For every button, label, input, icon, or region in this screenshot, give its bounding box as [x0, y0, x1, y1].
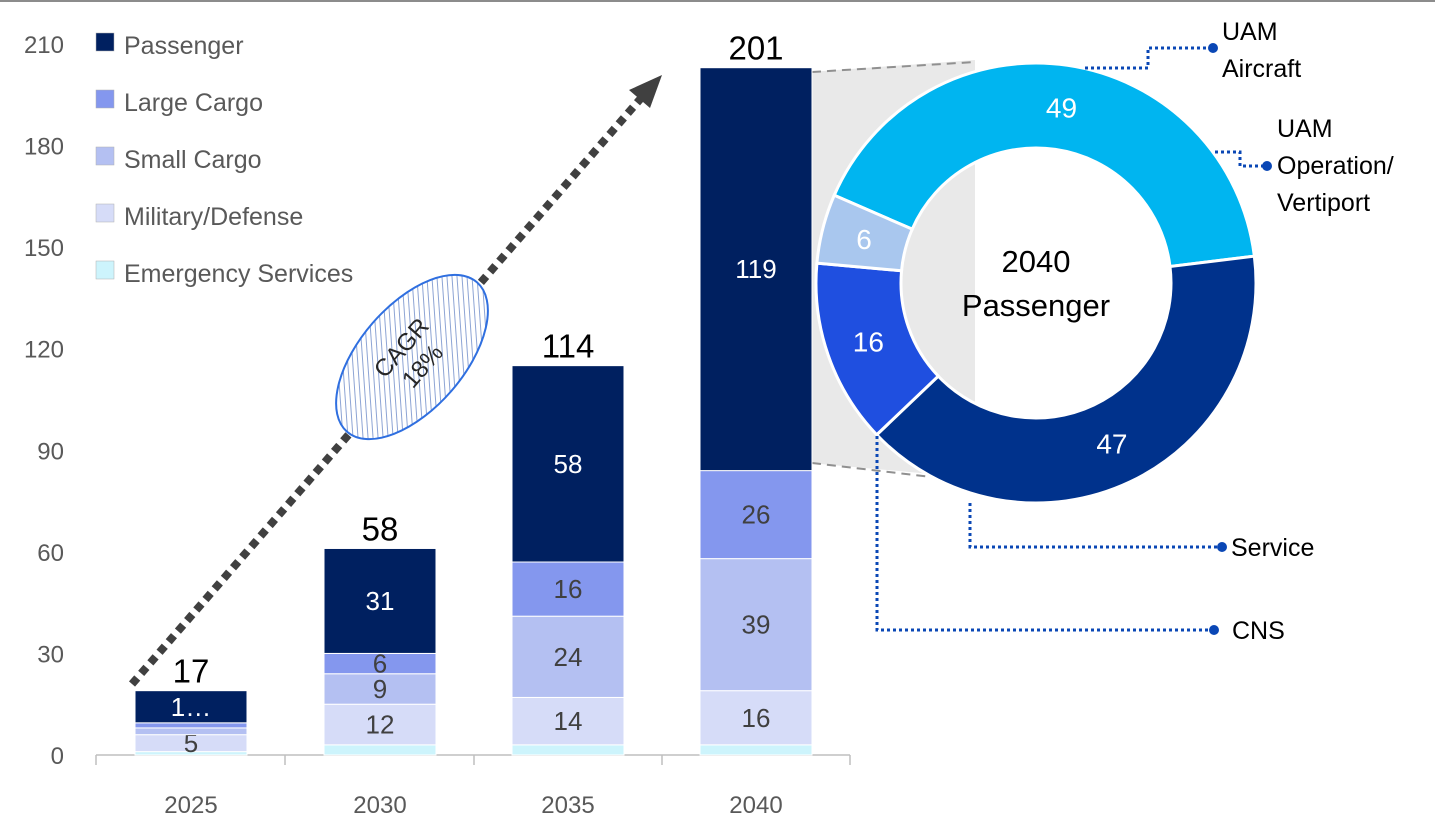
- y-tick-label: 90: [37, 438, 64, 465]
- bar-label-passenger-2025: 1…: [171, 692, 211, 722]
- legend-label-small-cargo: Small Cargo: [124, 146, 262, 174]
- bar-label-passenger-2035: 58: [554, 449, 583, 479]
- callout-service: Service: [1231, 534, 1314, 562]
- donut-slice-cns: [815, 193, 915, 273]
- donut-slice-uam-aircraft: [832, 61, 1257, 269]
- bar-segment-large-cargo-2035: [511, 561, 625, 617]
- legend-swatch-small-cargo: [95, 146, 115, 166]
- bar-segment-small-cargo-2030: [323, 673, 437, 705]
- callout-dot-service: [1217, 542, 1227, 552]
- legend-swatch-large-cargo: [95, 89, 115, 109]
- callout-dot-aircraft: [1208, 43, 1218, 53]
- y-tick-label: 180: [24, 134, 64, 161]
- callout-line-aircraft: [1085, 46, 1213, 70]
- y-tick-label: 0: [51, 743, 64, 770]
- bar-segment-large-cargo-2025: [134, 722, 248, 729]
- bar-label-military-defense-2040: 16: [742, 703, 771, 733]
- callout-aircraft-line2: Aircraft: [1222, 55, 1301, 83]
- callout-cns: CNS: [1232, 617, 1285, 645]
- bar-label-military-defense-2025: 5: [184, 728, 198, 758]
- callout-aircraft-line1: UAM: [1222, 18, 1278, 46]
- bar-label-large-cargo-2035: 16: [554, 574, 583, 604]
- callout-dots: [1208, 43, 1272, 635]
- bar-segment-small-cargo-2035: [511, 615, 625, 698]
- callout-dot-operation: [1262, 161, 1272, 171]
- cagr-badge: CAGR 18%: [335, 273, 489, 441]
- callout-line-operation: [1215, 150, 1267, 168]
- bar-segment-military-defense-2030: [323, 703, 437, 746]
- cagr-arrow: [128, 75, 662, 687]
- bar-label-passenger-2030: 31: [366, 586, 395, 616]
- bar-label-large-cargo-2040: 26: [742, 500, 771, 530]
- legend-label-military-defense: Military/Defense: [124, 203, 303, 231]
- legend-label-large-cargo: Large Cargo: [124, 89, 263, 117]
- legend-label-emergency-services: Emergency Services: [124, 260, 353, 288]
- zoom-connector-bottom-line: [811, 462, 941, 479]
- y-tick-label: 30: [37, 641, 64, 668]
- bar-label-small-cargo-2035: 24: [554, 642, 583, 672]
- y-tick-label: 120: [24, 337, 64, 364]
- donut-slice-uam-operation-vertiport: [874, 254, 1258, 505]
- callout-line-service: [968, 503, 1222, 549]
- bar-segment-military-defense-2035: [511, 696, 625, 746]
- bar-segment-emergency-services-2035: [511, 744, 625, 756]
- callout-dot-cns: [1209, 625, 1219, 635]
- bar-segment-passenger-2030: [323, 547, 437, 654]
- y-tick-label: 150: [24, 235, 64, 262]
- legend: Passenger Large Cargo Small Cargo Military/…: [95, 32, 353, 288]
- bar-segment-small-cargo-2025: [134, 727, 248, 736]
- bar-segment-emergency-services-2040: [699, 744, 813, 756]
- donut-center-title: Passenger: [962, 288, 1110, 323]
- bar-total-2035: 114: [542, 328, 595, 365]
- bar-segment-passenger-2040: [699, 67, 813, 472]
- callout-lines: [875, 46, 1267, 632]
- bar-label-large-cargo-2030: 6: [373, 649, 387, 679]
- bar-label-passenger-2040: 119: [735, 254, 776, 284]
- x-tick-label: 2030: [353, 792, 406, 818]
- donut-label-service: 16: [853, 326, 884, 357]
- bar-label-small-cargo-2030: 9: [373, 674, 387, 704]
- bar-segment-military-defense-2040: [699, 690, 813, 746]
- bar-segment-small-cargo-2040: [699, 558, 813, 692]
- bar-total-2025: 17: [173, 653, 210, 690]
- x-tick-label: 2040: [729, 792, 782, 818]
- legend-label-passenger: Passenger: [124, 32, 244, 60]
- bar-segment-emergency-services-2030: [323, 744, 437, 756]
- x-tick-label: 2035: [541, 792, 594, 818]
- bar-label-military-defense-2030: 12: [366, 710, 395, 740]
- bar-total-2040: 201: [728, 30, 783, 67]
- x-tick-label: 2025: [164, 792, 217, 818]
- zoom-connector-top-line: [811, 61, 976, 73]
- legend-swatch-emergency-services: [95, 260, 115, 280]
- donut-label-cns: 6: [856, 224, 872, 255]
- callout-operation-line1: UAM: [1277, 115, 1333, 143]
- y-tick-label: 60: [37, 540, 64, 567]
- y-axis: 0 30 60 90 120 150 180 210: [24, 32, 64, 770]
- y-tick-label: 210: [24, 32, 64, 59]
- bar-total-2030: 58: [362, 510, 399, 547]
- bar-segment-passenger-2025: [134, 690, 248, 724]
- callout-operation-line2: Operation/: [1277, 152, 1394, 180]
- x-axis: 2025 2030 2035 2040: [95, 754, 851, 818]
- bar-segment-passenger-2035: [511, 365, 625, 563]
- bar-label-small-cargo-2040: 39: [742, 610, 771, 640]
- callout-operation-line3: Vertiport: [1277, 189, 1370, 217]
- donut-label-uam-operation-vertiport: 47: [1096, 428, 1127, 459]
- donut-chart: 49 47 16 6: [814, 61, 1258, 505]
- legend-swatch-military-defense: [95, 203, 115, 223]
- bar-label-military-defense-2035: 14: [554, 706, 583, 736]
- donut-label-uam-aircraft: 49: [1046, 92, 1077, 123]
- stacked-bars: 5 1…17 12 96 31 58 14 24 16 58 114 16 39 26 119 201: [134, 30, 813, 758]
- donut-center-year: 2040: [1002, 244, 1071, 279]
- legend-swatch-passenger: [95, 32, 115, 52]
- callout-line-cns: [875, 436, 1214, 632]
